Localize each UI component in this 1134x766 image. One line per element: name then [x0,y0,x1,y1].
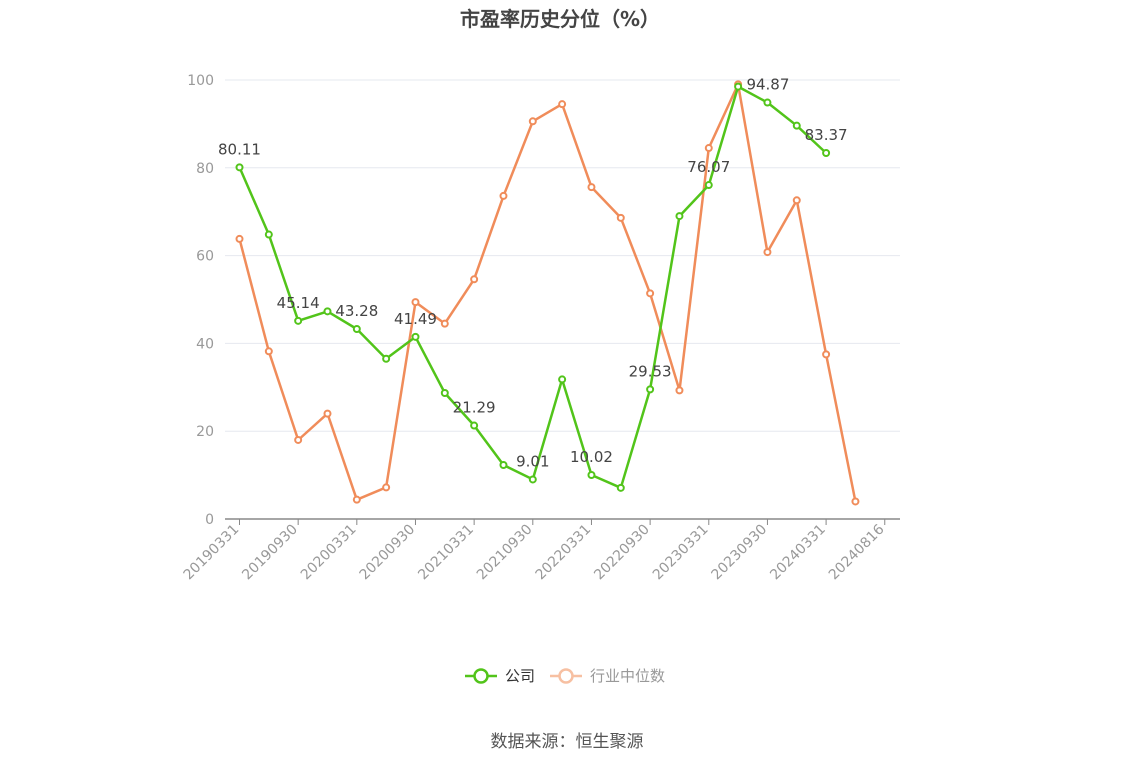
series-point [646,289,655,298]
series-point [352,495,361,504]
series-point [822,149,831,158]
series-point [528,475,537,484]
series-point [822,350,831,359]
x-tick-label: 20200331 [298,522,360,584]
data-label: 41.49 [394,310,437,328]
y-tick-label: 80 [196,161,214,177]
data-label: 29.53 [629,362,672,380]
series-point [734,82,743,91]
series-point [294,435,303,444]
series-point [470,275,479,284]
series-point [763,248,772,257]
series-point [558,100,567,109]
data-label: 43.28 [335,302,378,320]
series-point [499,461,508,470]
series-point [382,483,391,492]
data-labels: 80.11 45.14 43.28 41.49 21.29 9.01 10.02 29.53 7… [218,76,848,471]
x-tick-label: 20190930 [239,522,301,584]
legend-marker [473,668,489,684]
series-point [235,163,244,172]
y-tick-label: 100 [187,73,214,89]
series-point [411,332,420,341]
series-point [264,347,273,356]
data-label: 83.37 [805,126,848,144]
x-tick-label: 20210930 [474,522,536,584]
y-tick-label: 20 [196,424,214,440]
x-tick-label: 20240816 [826,521,888,583]
series-point [235,234,244,243]
series-point [411,298,420,307]
series-point [440,389,449,398]
series-point [763,98,772,107]
series-point [499,191,508,200]
series-point [352,325,361,334]
y-tick-label: 0 [205,512,214,528]
y-axis-ticks: 0 20 40 60 80 100 [187,73,214,528]
series-point [704,144,713,153]
x-tick-label: 20190331 [181,522,243,584]
x-tick-label: 20230930 [709,522,771,584]
x-axis: 2019033120190930202003312020093020210331… [181,518,900,584]
series-point [587,183,596,192]
series-point [792,121,801,130]
series-point [264,230,273,239]
x-tick-label: 20220930 [591,522,653,584]
y-tick-label: 60 [196,249,214,265]
series-point [646,385,655,394]
x-tick-label: 20230331 [650,522,712,584]
data-label: 94.87 [746,76,789,94]
legend-label: 公司 [505,667,535,685]
series-point [704,181,713,190]
series-point [851,497,860,506]
series-point [440,319,449,328]
data-label: 76.07 [687,158,730,176]
x-tick-label: 20220331 [533,522,595,584]
data-label: 21.29 [453,399,496,417]
chart-title: 市盈率历史分位（%） [460,7,660,31]
legend-label: 行业中位数 [590,667,665,685]
data-label: 45.14 [277,294,320,312]
series-point [675,212,684,221]
data-label: 10.02 [570,448,613,466]
x-tick-label: 20240331 [767,522,829,584]
series-line [238,85,827,490]
series-point [616,483,625,492]
data-label: 9.01 [516,452,549,470]
data-label: 80.11 [218,140,261,158]
series-point [470,421,479,430]
source-text: 数据来源：恒生聚源 [491,732,644,752]
grid-lines [225,79,900,432]
y-tick-label: 40 [196,336,214,352]
legend[interactable]: 公司 行业中位数 [465,667,665,685]
series-point [616,213,625,222]
series-point [558,375,567,384]
series-point [382,354,391,363]
series-point [528,117,537,126]
series-layer [235,80,860,506]
legend-marker [558,668,574,684]
x-tick-label: 20210331 [415,522,477,584]
series-line [238,83,857,502]
legend-item[interactable]: 行业中位数 [550,667,665,685]
series-point [294,316,303,325]
series-point [323,307,332,316]
series-point [675,386,684,395]
series-point [792,196,801,205]
series-point [323,409,332,418]
x-tick-label: 20200930 [357,522,419,584]
series-point [587,471,596,480]
legend-item[interactable]: 公司 [465,667,535,685]
